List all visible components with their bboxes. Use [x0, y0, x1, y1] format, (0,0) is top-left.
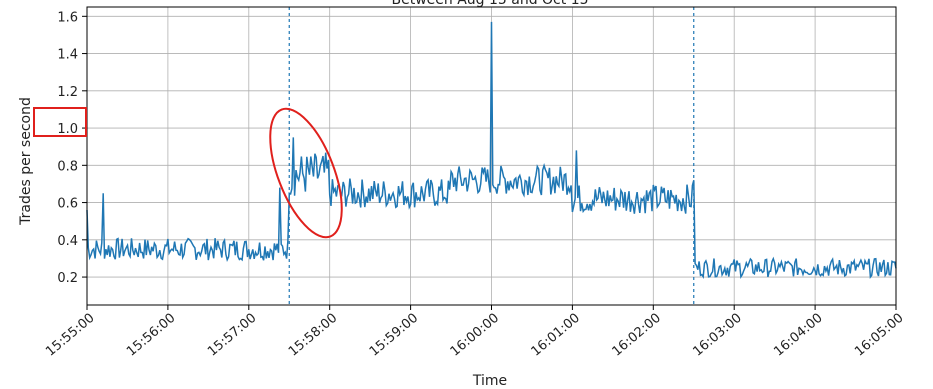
x-axis-label: Time: [472, 373, 507, 389]
x-tick-label: 16:02:00: [609, 311, 663, 360]
event-lines: [288, 7, 695, 305]
y-tick-label: 0.4: [57, 234, 78, 249]
x-tick-label: 16:00:00: [448, 311, 502, 360]
x-tick-label: 15:58:00: [286, 311, 340, 360]
series-line: [86, 21, 897, 280]
y-tick-label: 0.2: [57, 271, 78, 286]
y-axis-label: Trades per second: [18, 97, 34, 226]
y-tick-label: 1.6: [57, 10, 78, 25]
y-tick-label: 0.6: [57, 197, 78, 212]
x-tick-label: 16:05:00: [852, 311, 906, 360]
highlight-box: [33, 107, 87, 137]
y-tick-label: 1.4: [57, 48, 78, 63]
y-tick-label: 0.8: [57, 159, 78, 174]
y-tick-label: 1.2: [57, 85, 78, 100]
x-tick-label: 15:56:00: [124, 311, 178, 360]
y-tick-label: 1.0: [57, 122, 78, 137]
x-tick-label: 16:04:00: [771, 311, 825, 360]
chart-title: Between Aug 15 and Oct 15: [391, 0, 588, 8]
x-axis-ticks: 15:55:00 15:56:00 15:57:00 15:58:00 15:59:00…: [43, 305, 907, 360]
y-axis-ticks: 0.2 0.4 0.6 0.8 1.0 1.2 1.4 1.6: [57, 10, 87, 286]
x-tick-label: 15:55:00: [43, 311, 97, 360]
x-tick-label: 16:03:00: [690, 311, 744, 360]
x-tick-label: 15:59:00: [367, 311, 421, 360]
x-tick-label: 16:01:00: [529, 311, 583, 360]
x-tick-label: 15:57:00: [205, 311, 259, 360]
highlight-ellipse: [269, 107, 343, 239]
